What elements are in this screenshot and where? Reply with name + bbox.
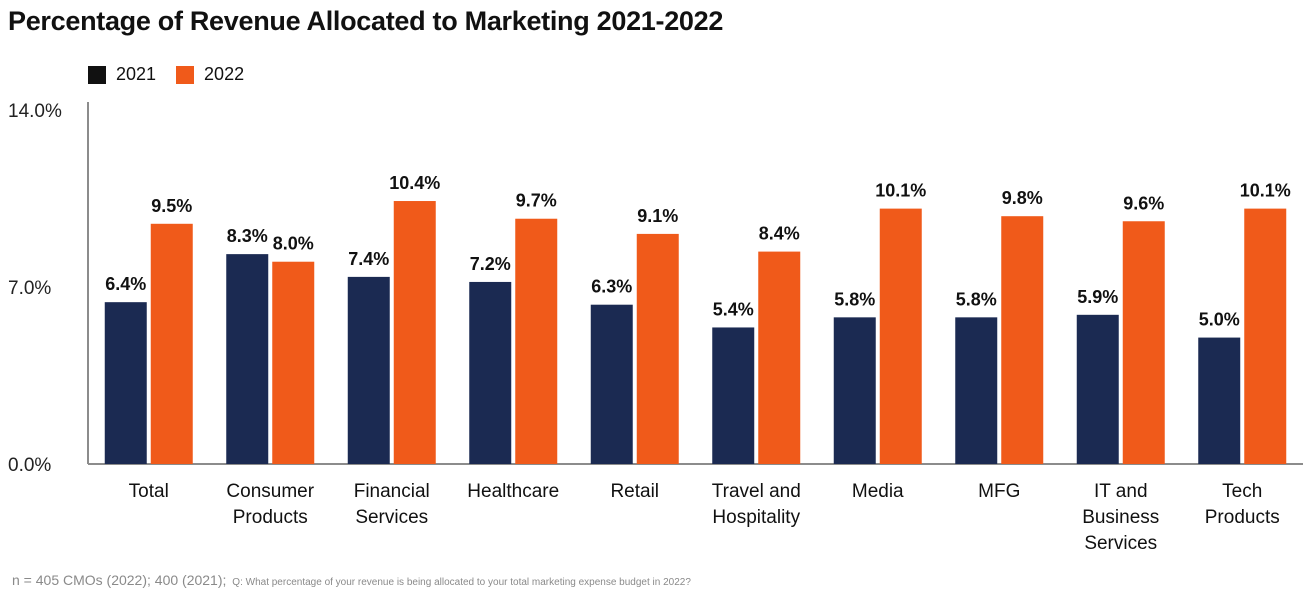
bar-2022 [150,223,193,464]
data-label-2022: 9.1% [637,206,678,226]
bar-2022 [1001,216,1044,464]
bar-2021 [833,317,876,464]
x-tick-label: Travel and [712,481,801,502]
legend-label-2022: 2022 [204,64,245,84]
x-tick-label: Healthcare [467,481,559,502]
bar-chart: 0.0% 7.0% 14.0% 6.4% 9.5% Total 8.3% 8.0% Consum… [8,101,1303,554]
y-tick-label: 0.0% [8,455,51,476]
data-label-2021: 5.4% [713,299,754,319]
y-tick-label: 14.0% [8,101,62,122]
x-tick-label: IT and [1094,481,1148,502]
y-tick-label: 7.0% [8,278,51,299]
x-tick-label: Products [233,507,308,528]
data-label-2021: 6.4% [105,274,146,294]
legend-swatch-2022 [176,65,195,84]
data-label-2021: 7.2% [470,254,511,274]
data-label-2021: 5.0% [1199,310,1240,330]
bar-2022 [636,233,679,464]
data-label-2022: 9.6% [1123,193,1164,213]
bar-2022 [758,251,801,464]
data-label-2021: 5.9% [1077,287,1118,307]
x-tick-label: Financial [354,481,430,502]
bar-2021 [590,304,633,464]
bar-2021 [1076,314,1119,464]
bar-2022 [515,218,558,464]
footnote-question: Q: What percentage of your revenue is be… [232,577,691,588]
x-tick-label: Total [129,481,169,502]
x-tick-label: Business [1082,507,1159,528]
data-label-2021: 5.8% [834,289,875,309]
bar-2022 [393,201,436,464]
legend-label-2021: 2021 [116,64,157,84]
data-label-2021: 8.3% [227,226,268,246]
bar-2021 [1198,337,1241,464]
x-tick-label: Tech [1222,481,1262,502]
data-label-2022: 9.5% [151,196,192,216]
x-tick-label: Retail [610,481,659,502]
bar-2021 [955,317,998,464]
data-label-2021: 7.4% [348,249,389,269]
data-label-2022: 9.8% [1002,188,1043,208]
bar-2022 [1244,208,1287,464]
bar-2021 [226,254,269,464]
x-tick-label: Services [355,507,428,528]
x-tick-label: Services [1084,533,1157,554]
x-tick-label: Products [1205,507,1280,528]
data-label-2022: 9.7% [516,191,557,211]
data-label-2021: 5.8% [956,289,997,309]
x-tick-label: Hospitality [712,507,800,528]
bar-2021 [469,281,512,464]
x-tick-label: Consumer [226,481,314,502]
data-label-2022: 10.1% [875,181,926,201]
data-label-2022: 8.4% [759,224,800,244]
footnote-sample: n = 405 CMOs (2022); 400 (2021); [12,572,227,588]
bar-2021 [104,302,147,464]
legend-swatch-2021 [88,65,106,84]
data-label-2021: 6.3% [591,277,632,297]
chart-title: Percentage of Revenue Allocated to Marke… [8,6,724,36]
bar-2021 [347,276,390,464]
x-tick-label: Media [852,481,904,502]
bar-2022 [1122,221,1165,464]
data-label-2022: 10.1% [1240,181,1291,201]
data-label-2022: 10.4% [389,173,440,193]
footnote: n = 405 CMOs (2022); 400 (2021); Q: What… [12,572,691,588]
data-label-2022: 8.0% [273,234,314,254]
legend-item-2022: 2022 [176,64,244,85]
x-tick-label: MFG [978,481,1020,502]
bar-2021 [712,327,755,464]
legend: 2021 2022 [88,64,264,85]
legend-item-2021: 2021 [88,64,156,85]
bar-2022 [272,261,315,464]
bar-2022 [879,208,922,464]
